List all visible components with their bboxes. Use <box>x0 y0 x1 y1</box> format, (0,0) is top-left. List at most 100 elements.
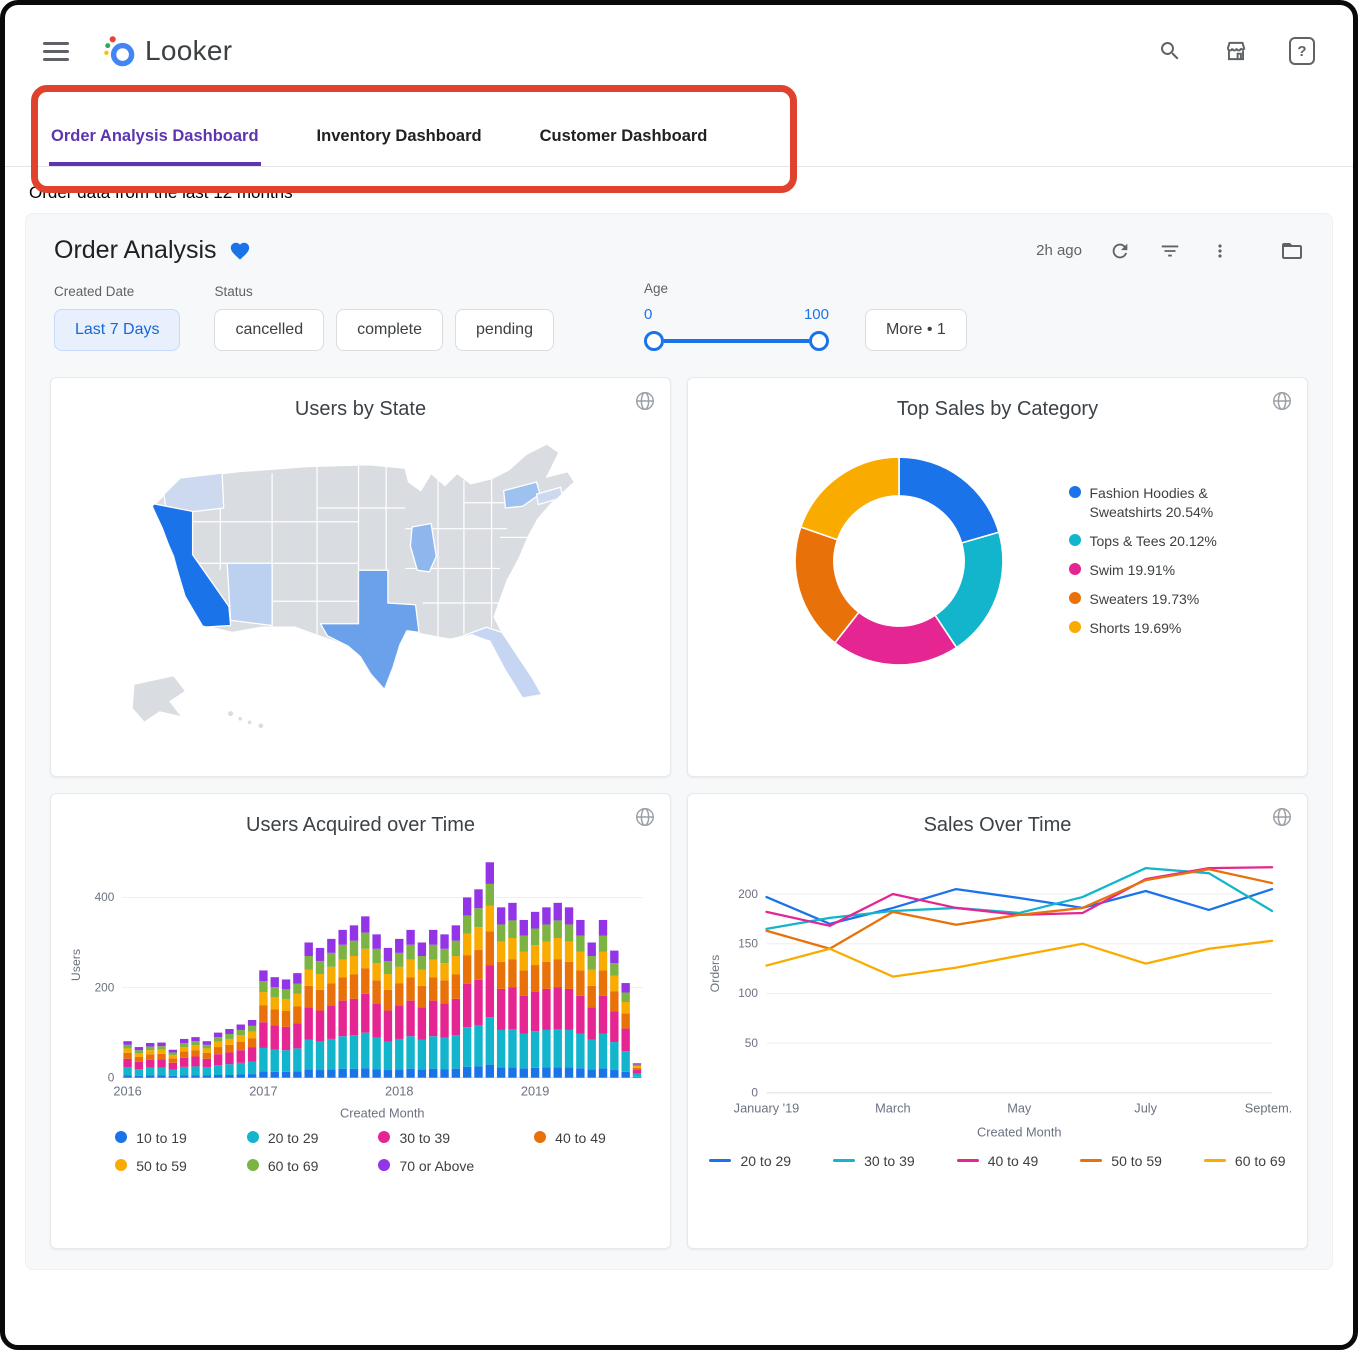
status-chip-complete[interactable]: complete <box>336 309 444 351</box>
legend-marker <box>246 1131 259 1144</box>
state-texas[interactable] <box>319 569 421 691</box>
legend-item[interactable]: 50 to 59 <box>1080 1152 1162 1171</box>
svg-text:Created Month: Created Month <box>977 1124 1061 1139</box>
refresh-icon[interactable] <box>1108 239 1132 263</box>
status-chip-cancelled[interactable]: cancelled <box>214 309 325 351</box>
topbar-actions: ? <box>1157 37 1315 65</box>
state-new-york[interactable] <box>503 481 541 509</box>
legend-item[interactable]: Swim 19.91% <box>1068 561 1233 580</box>
page-subtitle: Order data from the last 12 months <box>29 183 293 202</box>
legend-item[interactable]: Shorts 19.69% <box>1068 619 1233 638</box>
legend-label: 60 to 69 <box>267 1157 319 1174</box>
svg-text:2016: 2016 <box>113 1084 141 1099</box>
explore-globe-icon[interactable] <box>1271 390 1293 417</box>
tab-order-analysis-dashboard[interactable]: Order Analysis Dashboard <box>49 97 261 166</box>
tab-inventory-dashboard[interactable]: Inventory Dashboard <box>316 127 482 145</box>
svg-text:0: 0 <box>108 1070 115 1084</box>
marketplace-icon[interactable] <box>1223 38 1249 64</box>
legend-label: 60 to 69 <box>1234 1152 1286 1169</box>
topbar: Looker ? <box>5 5 1353 97</box>
legend-item[interactable]: 20 to 29 <box>709 1152 791 1171</box>
svg-text:400: 400 <box>95 890 115 904</box>
age-slider-max-handle[interactable] <box>808 331 829 351</box>
tile-title: Users by State <box>294 398 427 420</box>
filter-icon[interactable] <box>1158 239 1182 263</box>
svg-text:Created Month: Created Month <box>340 1105 424 1120</box>
legend-item[interactable]: 10 to 19 <box>115 1129 187 1148</box>
state-border-lines <box>191 464 551 638</box>
tile-sales-over-time: Sales Over Time 0 50 100 150 200 January '19 M… <box>687 793 1308 1249</box>
legend-label: 70 or Above <box>399 1157 475 1174</box>
legend-marker <box>1068 486 1081 499</box>
age-slider-track[interactable] <box>663 339 809 343</box>
legend-label: 30 to 39 <box>864 1152 915 1169</box>
legend-item[interactable]: 30 to 39 <box>833 1152 915 1171</box>
explore-globe-icon[interactable] <box>634 806 656 833</box>
legend-marker <box>1068 563 1081 575</box>
explore-globe-icon[interactable] <box>634 390 656 417</box>
legend-item[interactable]: 60 to 69 <box>246 1157 319 1176</box>
state-illinois[interactable] <box>409 522 438 573</box>
svg-text:200: 200 <box>95 980 115 994</box>
legend-item[interactable]: 50 to 59 <box>115 1157 187 1176</box>
age-slider: 0 100 <box>643 306 829 351</box>
donut-chart[interactable] <box>773 435 1025 687</box>
legend-label: 10 to 19 <box>136 1130 187 1147</box>
search-icon[interactable] <box>1157 38 1183 64</box>
looker-logo[interactable]: Looker <box>101 33 232 69</box>
state-florida[interactable] <box>453 626 543 699</box>
looker-logo-icon <box>104 36 135 67</box>
svg-text:2017: 2017 <box>249 1084 277 1099</box>
legend-item[interactable]: 40 to 49 <box>956 1152 1039 1171</box>
state-hawaii[interactable] <box>227 710 265 729</box>
folder-icon[interactable] <box>1280 239 1304 263</box>
explore-globe-icon[interactable] <box>1271 806 1293 833</box>
legend-label: 40 to 49 <box>987 1152 1039 1169</box>
filter-more: More • 1 <box>864 309 967 351</box>
legend-marker <box>378 1158 391 1171</box>
help-icon[interactable]: ? <box>1289 37 1315 65</box>
legend-item[interactable]: Sweaters 19.73% <box>1068 590 1233 609</box>
line-chart[interactable]: 0 50 100 150 200 January '19 March May July Septe… <box>704 841 1291 1144</box>
state-alaska[interactable] <box>131 674 187 724</box>
legend-item[interactable]: 30 to 39 <box>378 1129 474 1148</box>
dashboard-panel: Order Analysis 2h ago <box>25 213 1333 1270</box>
legend-item[interactable]: 70 or Above <box>378 1157 474 1176</box>
legend-item[interactable]: Fashion Hoodies & Sweatshirts 20.54% <box>1068 484 1233 522</box>
filter-created-date: Created Date Last 7 Days <box>54 284 181 351</box>
kebab-menu-icon[interactable] <box>1208 239 1232 263</box>
bar-chart-legend: 10 to 19 20 to 29 30 to 39 40 to 49 50 to 59… <box>67 1129 654 1176</box>
stacked-bar-chart[interactable]: 0 200 400 2016 2017 2018 2019 Created Month User… <box>67 841 654 1125</box>
hamburger-menu-icon[interactable] <box>43 41 69 61</box>
legend-marker <box>1080 1158 1103 1162</box>
age-slider-min-handle[interactable] <box>643 331 664 351</box>
tile-grid: Users by State <box>26 373 1332 1249</box>
age-slider-min-value: 0 <box>643 306 653 323</box>
legend-item[interactable]: Tops & Tees 20.12% <box>1068 532 1233 551</box>
legend-label: Sweaters 19.73% <box>1089 590 1200 607</box>
us-choropleth-map[interactable] <box>101 425 619 743</box>
legend-item[interactable]: 20 to 29 <box>246 1129 318 1148</box>
donut-legend: Fashion Hoodies & Sweatshirts 20.54% Tops… <box>1068 484 1233 638</box>
more-filters-chip[interactable]: More • 1 <box>864 309 967 351</box>
line-chart-legend: 20 to 29 30 to 39 40 to 49 50 to 59 60 to 69 <box>704 1152 1291 1171</box>
legend-marker <box>709 1158 732 1162</box>
filter-age: Age 0 100 <box>643 281 829 351</box>
status-chip-pending[interactable]: pending <box>455 309 554 351</box>
legend-marker <box>534 1131 547 1144</box>
svg-text:100: 100 <box>738 986 758 1000</box>
legend-item[interactable]: 40 to 49 <box>534 1129 606 1148</box>
filter-bar: Created Date Last 7 Days Status cancelle… <box>26 271 1332 373</box>
svg-text:May: May <box>1007 1101 1032 1116</box>
svg-text:150: 150 <box>738 937 758 951</box>
legend-item[interactable]: 60 to 69 <box>1203 1152 1286 1171</box>
svg-text:0: 0 <box>751 1086 758 1100</box>
state-arizona[interactable] <box>226 562 274 627</box>
legend-marker <box>956 1158 979 1162</box>
created-date-chip[interactable]: Last 7 Days <box>54 309 181 351</box>
tab-customer-dashboard[interactable]: Customer Dashboard <box>539 127 708 145</box>
legend-label: 20 to 29 <box>740 1152 792 1169</box>
svg-text:200: 200 <box>738 887 758 901</box>
favorite-heart-icon[interactable] <box>229 240 251 262</box>
legend-label: 50 to 59 <box>1111 1152 1162 1169</box>
